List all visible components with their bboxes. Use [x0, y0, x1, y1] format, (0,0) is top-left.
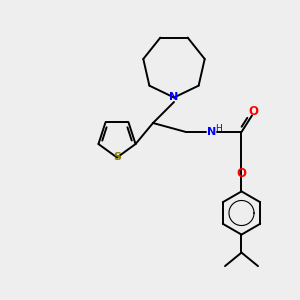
Text: H: H	[215, 124, 221, 133]
Text: N: N	[207, 127, 216, 137]
Text: O: O	[236, 167, 247, 181]
Text: S: S	[113, 152, 121, 163]
Text: O: O	[248, 105, 259, 119]
Text: N: N	[169, 92, 178, 103]
